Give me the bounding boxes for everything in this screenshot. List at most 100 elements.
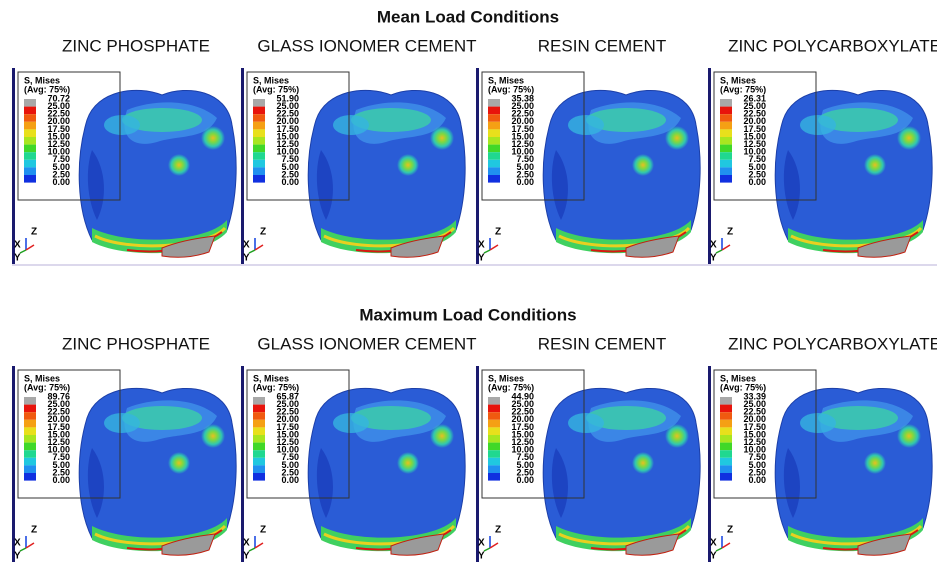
- panel: S, Mises(Avg: 75%)51.9025.0022.5020.0017…: [241, 68, 465, 264]
- triad-arrow: [26, 543, 34, 548]
- panel-bar: [476, 68, 479, 264]
- legend-swatch: [253, 473, 265, 481]
- triad-arrow: [716, 548, 722, 551]
- triad-label: Z: [260, 525, 266, 536]
- axis-triad: ZXY: [14, 525, 37, 562]
- triad-label: Z: [31, 227, 37, 238]
- legend-swatch: [24, 397, 36, 405]
- panel-label: RESIN CEMENT: [538, 334, 666, 353]
- legend-swatch: [720, 145, 732, 153]
- tooth: [308, 388, 465, 555]
- hotspot: [665, 424, 689, 448]
- legend-level: 0.00: [281, 475, 299, 485]
- legend-swatch: [720, 435, 732, 443]
- legend-swatch: [720, 450, 732, 458]
- hotspot: [897, 424, 921, 448]
- legend-swatch: [488, 435, 500, 443]
- legend-swatch: [253, 465, 265, 473]
- hotspot: [632, 452, 654, 474]
- panel-label: ZINC POLYCARBOXYLATE: [728, 334, 937, 353]
- triad-label: X: [243, 240, 250, 251]
- legend-swatch: [720, 160, 732, 168]
- legend-level: 0.00: [516, 475, 534, 485]
- tooth: [775, 90, 932, 257]
- triad-label: X: [478, 538, 485, 549]
- section-title: Mean Load Conditions: [377, 7, 559, 26]
- legend-swatch: [488, 397, 500, 405]
- hotspot: [201, 424, 225, 448]
- legend-swatch: [24, 175, 36, 183]
- legend-swatch: [488, 473, 500, 481]
- legend-level: 0.00: [748, 475, 766, 485]
- panel-bar: [241, 366, 244, 562]
- legend-swatch: [488, 405, 500, 413]
- panel-label: RESIN CEMENT: [538, 36, 666, 55]
- legend-level: 0.00: [516, 177, 534, 187]
- legend-swatch: [253, 99, 265, 107]
- legend-swatch: [488, 122, 500, 130]
- hotspot: [864, 154, 886, 176]
- legend-swatch: [488, 427, 500, 435]
- triad-label: Y: [478, 551, 485, 562]
- legend-swatch: [24, 435, 36, 443]
- hotspot: [168, 452, 190, 474]
- hotspot: [430, 424, 454, 448]
- triad-label: X: [14, 240, 21, 251]
- panel: S, Mises(Avg: 75%)65.8725.0022.5020.0017…: [241, 366, 465, 562]
- legend-swatch: [720, 129, 732, 137]
- legend-swatch: [488, 465, 500, 473]
- legend-swatch: [253, 114, 265, 122]
- axis-triad: ZXY: [710, 525, 733, 562]
- panel-bar: [12, 68, 15, 264]
- triad-arrow: [255, 245, 263, 250]
- panel: S, Mises(Avg: 75%)70.7225.0022.5020.0017…: [12, 68, 236, 264]
- legend-swatch: [24, 465, 36, 473]
- legend-swatch: [24, 412, 36, 420]
- triad-label: Y: [710, 253, 717, 264]
- panel-bar: [12, 366, 15, 562]
- legend-swatch: [720, 458, 732, 466]
- triad-label: Y: [14, 551, 21, 562]
- legend-swatch: [253, 122, 265, 130]
- panel-label: GLASS IONOMER CEMENT: [257, 334, 476, 353]
- tooth-region: [333, 115, 369, 135]
- legend-swatch: [720, 122, 732, 130]
- legend-swatch: [253, 458, 265, 466]
- legend-swatch: [488, 145, 500, 153]
- triad-arrow: [26, 245, 34, 250]
- legend-swatch: [720, 405, 732, 413]
- triad-arrow: [20, 250, 26, 253]
- triad-label: Z: [495, 525, 501, 536]
- triad-label: Z: [31, 525, 37, 536]
- legend-swatch: [720, 420, 732, 428]
- legend-swatch: [720, 137, 732, 145]
- legend-swatch: [720, 427, 732, 435]
- legend-level: 0.00: [52, 177, 70, 187]
- hotspot: [430, 126, 454, 150]
- legend-swatch: [253, 152, 265, 160]
- triad-arrow: [249, 548, 255, 551]
- legend-swatch: [24, 99, 36, 107]
- triad-label: X: [14, 538, 21, 549]
- triad-label: Y: [710, 551, 717, 562]
- triad-arrow: [484, 548, 490, 551]
- legend-swatch: [720, 114, 732, 122]
- legend-swatch: [488, 107, 500, 115]
- legend-swatch: [488, 167, 500, 175]
- legend-swatch: [488, 129, 500, 137]
- legend-swatch: [488, 420, 500, 428]
- panel-label: ZINC PHOSPHATE: [62, 36, 210, 55]
- legend-level: 0.00: [281, 177, 299, 187]
- legend-swatch: [720, 152, 732, 160]
- legend-swatch: [24, 145, 36, 153]
- panel: S, Mises(Avg: 75%)89.7625.0022.5020.0017…: [12, 366, 236, 562]
- triad-arrow: [249, 250, 255, 253]
- triad-label: Z: [260, 227, 266, 238]
- panel: S, Mises(Avg: 75%)26.3125.0022.5020.0017…: [708, 68, 932, 264]
- axis-triad: ZXY: [478, 227, 501, 264]
- legend-swatch: [24, 137, 36, 145]
- hotspot: [864, 452, 886, 474]
- hotspot: [168, 154, 190, 176]
- panel-label: ZINC POLYCARBOXYLATE: [728, 36, 937, 55]
- axis-triad: ZXY: [710, 227, 733, 264]
